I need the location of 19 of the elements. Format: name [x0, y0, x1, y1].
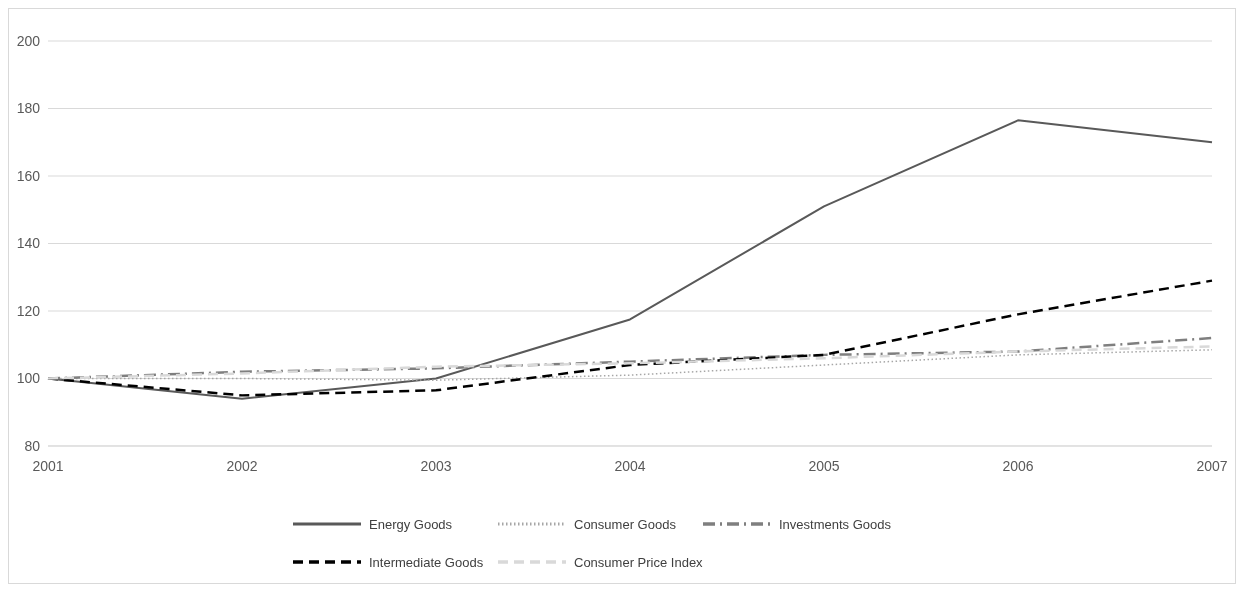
- legend-label: Intermediate Goods: [369, 554, 484, 570]
- y-tick-label: 160: [16, 167, 41, 184]
- y-tick-label: 180: [16, 100, 41, 117]
- y-tick-label: 100: [16, 370, 41, 387]
- y-tick-label: 140: [16, 235, 41, 252]
- x-tick-label: 2001: [32, 458, 64, 474]
- x-tick-label: 2005: [808, 458, 840, 474]
- legend-label: Energy Goods: [369, 516, 453, 532]
- y-tick-label: 80: [24, 437, 41, 454]
- legend-label: Consumer Goods: [574, 516, 677, 532]
- x-tick-label: 2002: [226, 458, 258, 474]
- x-tick-label: 2007: [1196, 458, 1228, 474]
- x-tick-label: 2006: [1002, 458, 1034, 474]
- x-tick-label: 2004: [614, 458, 646, 474]
- legend-label: Investments Goods: [779, 516, 892, 532]
- x-tick-label: 2003: [420, 458, 452, 474]
- legend-label: Consumer Price Index: [574, 554, 704, 570]
- y-tick-label: 200: [16, 32, 41, 49]
- y-tick-label: 120: [16, 302, 41, 319]
